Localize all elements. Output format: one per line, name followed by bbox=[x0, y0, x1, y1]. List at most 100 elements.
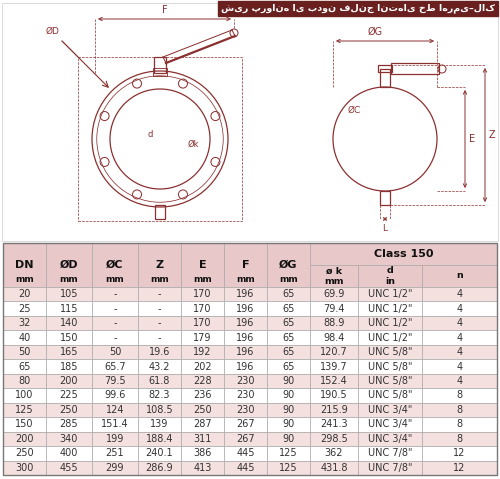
Text: شیر پروانه ای بدون فلنج انتهای خط اهرمی–لاک: شیر پروانه ای بدون فلنج انتهای خط اهرمی–… bbox=[221, 4, 495, 13]
Bar bbox=[422, 265, 497, 287]
Bar bbox=[422, 331, 497, 345]
Text: 4: 4 bbox=[456, 289, 462, 299]
Bar bbox=[138, 403, 181, 417]
Bar bbox=[138, 432, 181, 446]
Bar bbox=[181, 359, 224, 374]
Text: 267: 267 bbox=[236, 420, 255, 429]
Bar bbox=[310, 374, 358, 388]
Bar bbox=[181, 331, 224, 345]
Bar bbox=[267, 301, 310, 316]
Bar bbox=[267, 460, 310, 475]
Bar bbox=[181, 316, 224, 331]
Text: 196: 196 bbox=[236, 362, 254, 372]
Bar bbox=[92, 388, 138, 403]
Text: 19.6: 19.6 bbox=[149, 347, 170, 357]
Text: 4: 4 bbox=[456, 318, 462, 328]
Bar bbox=[181, 417, 224, 432]
Text: 185: 185 bbox=[60, 362, 78, 372]
Bar bbox=[138, 301, 181, 316]
Bar bbox=[224, 388, 267, 403]
Text: 43.2: 43.2 bbox=[149, 362, 170, 372]
Bar bbox=[181, 432, 224, 446]
Bar bbox=[310, 265, 358, 287]
Text: mm: mm bbox=[106, 275, 124, 284]
Bar bbox=[224, 331, 267, 345]
Bar bbox=[181, 287, 224, 301]
Text: 108.5: 108.5 bbox=[146, 405, 174, 415]
Text: 170: 170 bbox=[193, 304, 212, 314]
Text: 65: 65 bbox=[282, 347, 294, 357]
Text: 151.4: 151.4 bbox=[101, 420, 129, 429]
Bar bbox=[224, 432, 267, 446]
Bar bbox=[181, 403, 224, 417]
Text: 250: 250 bbox=[193, 405, 212, 415]
Text: 115: 115 bbox=[60, 304, 78, 314]
Bar bbox=[46, 316, 92, 331]
Text: 230: 230 bbox=[236, 390, 255, 400]
Text: 105: 105 bbox=[60, 289, 78, 299]
Text: 65: 65 bbox=[282, 332, 294, 342]
Bar bbox=[46, 403, 92, 417]
Bar bbox=[358, 432, 422, 446]
Bar bbox=[267, 316, 310, 331]
Text: 196: 196 bbox=[236, 304, 254, 314]
Bar bbox=[310, 359, 358, 374]
Text: 80: 80 bbox=[18, 376, 30, 386]
Bar bbox=[310, 287, 358, 301]
Text: Class 150: Class 150 bbox=[374, 249, 433, 259]
Bar bbox=[138, 331, 181, 345]
Bar bbox=[92, 287, 138, 301]
Text: 192: 192 bbox=[193, 347, 212, 357]
Text: 40: 40 bbox=[18, 332, 30, 342]
Text: 25: 25 bbox=[18, 304, 31, 314]
Text: UNC 5/8": UNC 5/8" bbox=[368, 362, 412, 372]
Bar bbox=[310, 460, 358, 475]
Bar bbox=[92, 243, 138, 287]
Bar bbox=[154, 57, 166, 73]
Bar bbox=[224, 243, 267, 287]
Bar bbox=[138, 287, 181, 301]
Text: ØG: ØG bbox=[368, 27, 382, 37]
Bar bbox=[267, 446, 310, 460]
Bar bbox=[310, 345, 358, 359]
Text: 150: 150 bbox=[60, 332, 78, 342]
Text: UNC 1/2": UNC 1/2" bbox=[368, 304, 412, 314]
Bar bbox=[92, 316, 138, 331]
Text: 230: 230 bbox=[236, 376, 255, 386]
Text: ØD: ØD bbox=[60, 260, 78, 270]
Bar bbox=[3, 403, 46, 417]
Text: 300: 300 bbox=[16, 463, 34, 473]
Text: 202: 202 bbox=[193, 362, 212, 372]
Bar bbox=[3, 417, 46, 432]
Text: 20: 20 bbox=[18, 289, 30, 299]
Text: -: - bbox=[113, 304, 117, 314]
Text: 90: 90 bbox=[282, 420, 294, 429]
Text: 88.9: 88.9 bbox=[324, 318, 344, 328]
Bar bbox=[224, 460, 267, 475]
Text: 445: 445 bbox=[236, 448, 255, 458]
Text: 215.9: 215.9 bbox=[320, 405, 348, 415]
Text: UNC 7/8": UNC 7/8" bbox=[368, 448, 412, 458]
Bar bbox=[358, 417, 422, 432]
Bar bbox=[46, 432, 92, 446]
Bar bbox=[422, 359, 497, 374]
Text: -: - bbox=[158, 289, 161, 299]
Bar bbox=[2, 3, 498, 241]
Bar bbox=[358, 265, 422, 287]
Text: -: - bbox=[113, 318, 117, 328]
Text: UNC 3/4": UNC 3/4" bbox=[368, 420, 412, 429]
Text: L: L bbox=[382, 224, 388, 233]
Text: 4: 4 bbox=[456, 332, 462, 342]
Bar bbox=[46, 417, 92, 432]
Text: 12: 12 bbox=[454, 463, 466, 473]
Text: 65.7: 65.7 bbox=[104, 362, 126, 372]
Text: 32: 32 bbox=[18, 318, 30, 328]
Bar bbox=[3, 287, 46, 301]
Bar bbox=[267, 388, 310, 403]
Bar bbox=[46, 345, 92, 359]
Text: 69.9: 69.9 bbox=[324, 289, 344, 299]
Text: 196: 196 bbox=[236, 289, 254, 299]
Text: 190.5: 190.5 bbox=[320, 390, 348, 400]
Bar bbox=[92, 301, 138, 316]
Text: 65: 65 bbox=[282, 289, 294, 299]
